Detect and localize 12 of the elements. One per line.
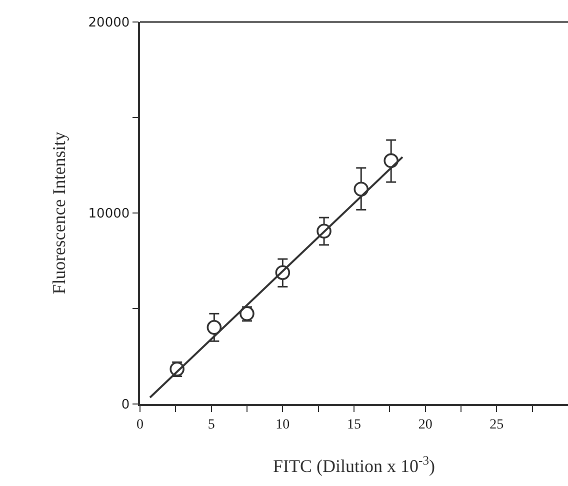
x-axis-title: FITC (Dilution x 10$^{-3}$) <box>272 454 436 476</box>
y-tick-label: 0 <box>121 398 130 413</box>
x-tick-label: 5 <box>208 418 215 433</box>
x-tick-label: 20 <box>418 418 432 433</box>
x-tick-label: 25 <box>490 418 504 433</box>
x-tick-label: 10 <box>276 418 290 433</box>
y-tick-label: 20000 <box>88 16 130 31</box>
point <box>206 320 222 335</box>
y-tick-label: 10000 <box>88 206 130 222</box>
y-axis-title: Fluorescence Intensity <box>48 132 69 294</box>
x-tick-label: 15 <box>347 418 361 433</box>
x-tick-label: 0 <box>136 418 144 433</box>
